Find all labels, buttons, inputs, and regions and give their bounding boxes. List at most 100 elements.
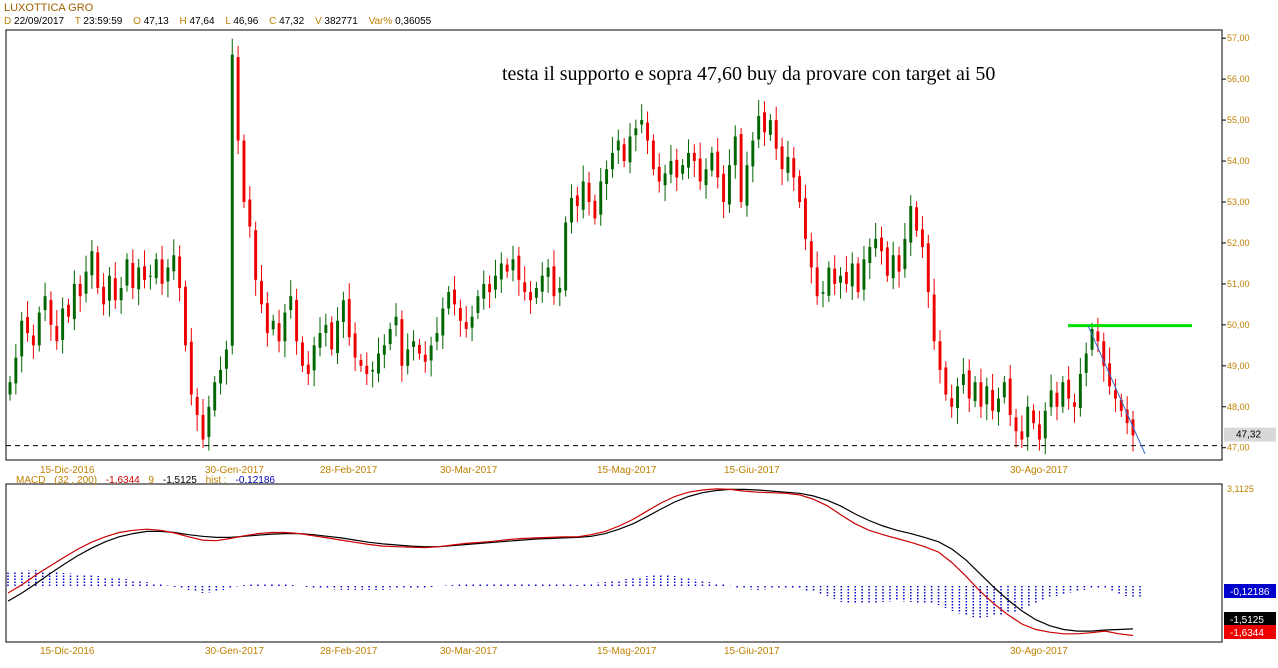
candle-body — [733, 136, 737, 166]
x-tick-label-macd: 30-Ago-2017 — [1010, 646, 1068, 657]
candle-body — [739, 134, 743, 202]
time-label: T — [74, 16, 81, 27]
hist-tag-bg — [1224, 584, 1276, 598]
candle-body — [1067, 379, 1071, 399]
candle-body — [698, 158, 702, 182]
candle-body — [956, 386, 959, 408]
candle-body — [651, 140, 655, 170]
candle-body — [646, 122, 649, 141]
candle-body — [991, 389, 995, 411]
candle-body — [874, 238, 878, 249]
candle-body — [558, 288, 562, 293]
candle-body — [61, 308, 65, 341]
x-tick-label-price: 15-Mag-2017 — [597, 465, 657, 476]
candle-body — [277, 323, 281, 342]
candle-body — [891, 255, 895, 279]
candle-body — [1125, 409, 1129, 424]
candle-body — [336, 320, 340, 354]
x-tick-label-macd: 30-Gen-2017 — [205, 646, 264, 657]
candle-body — [909, 206, 913, 243]
candle-body — [271, 320, 275, 330]
candle-body — [341, 300, 345, 322]
candle-body — [704, 169, 708, 186]
date-value: 22/09/2017 — [14, 16, 65, 27]
high-value: 47,64 — [189, 16, 215, 27]
candle-body — [792, 158, 796, 178]
signal-tag-bg — [1224, 612, 1276, 626]
candle-body — [67, 304, 70, 317]
price-tick-label: 48,00 — [1227, 402, 1250, 412]
candle-body — [458, 308, 462, 321]
candle-body — [552, 266, 556, 297]
candle-body — [517, 255, 521, 280]
candle-body — [511, 259, 515, 271]
candle-body — [195, 396, 199, 415]
candle-body — [786, 156, 790, 173]
hist-tag: -0,12186 — [1230, 587, 1270, 598]
price-panel-frame — [5, 29, 1223, 461]
candle-body — [90, 251, 94, 276]
x-tick-label-price: 15-Giu-2017 — [724, 465, 780, 476]
price-tick-label: 55,00 — [1227, 115, 1250, 125]
candle-body — [926, 243, 930, 293]
candle-body — [915, 207, 919, 231]
candle-body — [768, 120, 772, 135]
candle-body — [546, 267, 550, 277]
volume-value: 382771 — [324, 16, 358, 27]
candle-body — [1032, 410, 1036, 424]
macd-name: MACD — [16, 475, 46, 486]
candle-body — [119, 288, 123, 301]
candle-body — [37, 312, 41, 346]
candle-body — [1037, 424, 1041, 440]
signal-tag: -1,5125 — [1230, 615, 1264, 626]
candle-body — [260, 281, 263, 305]
candle-body — [1049, 390, 1053, 408]
candle-body — [230, 54, 234, 346]
ohlc-readout: D 22/09/2017 T 23:59:59 O 47,13 H 47,64 … — [4, 16, 439, 27]
candle-body — [745, 165, 749, 206]
macd-tag: -1,6344 — [1230, 628, 1264, 639]
candle-body — [593, 200, 597, 219]
candle-body — [78, 283, 82, 297]
candle-body — [1113, 389, 1117, 399]
candle-body — [1084, 353, 1088, 373]
candle-body — [663, 173, 667, 186]
candle-body — [318, 333, 322, 348]
candle-body — [897, 255, 901, 272]
price-tick-label: 51,00 — [1227, 279, 1250, 289]
candle-body — [359, 360, 363, 366]
candle-body — [868, 247, 872, 264]
candle-body — [967, 370, 971, 399]
candle-body — [827, 267, 831, 296]
candle-body — [757, 116, 761, 140]
candle-body — [610, 152, 614, 170]
candle-body — [833, 268, 837, 284]
candle-body — [523, 282, 527, 293]
candle-body — [143, 266, 146, 280]
candle-body — [482, 283, 486, 299]
macd-line — [7, 488, 1134, 637]
candle-body — [850, 263, 854, 287]
candle-body — [148, 275, 152, 277]
candle-body — [979, 382, 983, 407]
candle-body — [26, 317, 30, 334]
candle-body — [1102, 341, 1106, 366]
candle-body — [423, 354, 427, 362]
candle-body — [447, 292, 451, 309]
candle-body — [780, 146, 784, 170]
candle-body — [751, 140, 755, 167]
candle-body — [570, 197, 573, 223]
price-tick-label: 49,00 — [1227, 361, 1250, 371]
candle-body — [669, 161, 673, 175]
candle-body — [429, 345, 433, 361]
candle-body — [371, 369, 375, 372]
candle-body — [839, 275, 843, 283]
candle-body — [137, 267, 141, 290]
candle-body — [1055, 392, 1059, 407]
candle-body — [488, 283, 492, 293]
candle-body — [102, 286, 106, 305]
candle-body — [31, 335, 35, 346]
candle-body — [330, 322, 334, 350]
volume-label: V — [314, 16, 322, 27]
